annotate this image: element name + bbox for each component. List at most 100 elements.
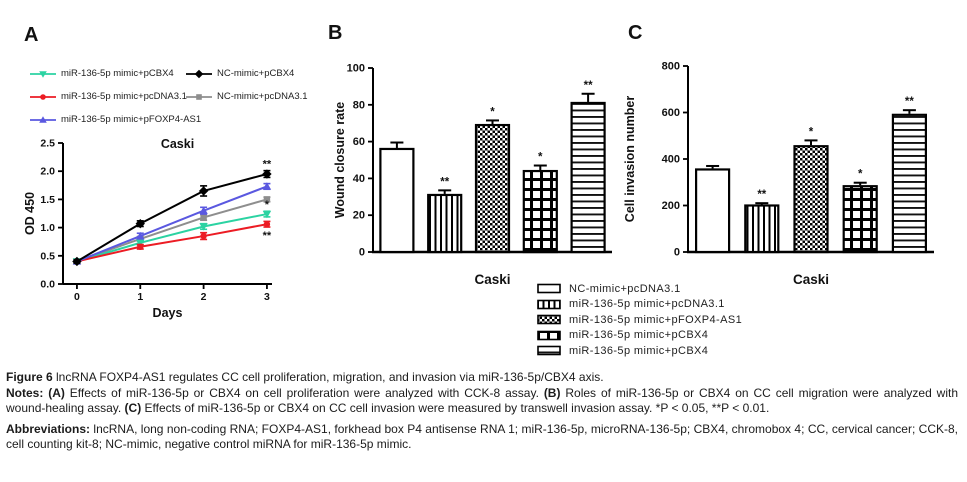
svg-text:400: 400	[662, 154, 680, 166]
bar-legend-swatch-icon	[537, 299, 561, 310]
panel-a-legend-col-1: miR-136-5p mimic+pCBX4 miR-136-5p mimic+p…	[30, 62, 201, 131]
svg-text:Wound closure rate: Wound closure rate	[333, 102, 347, 219]
figure-caption: Figure 6 lncRNA FOXP4-AS1 regulates CC c…	[6, 370, 958, 453]
caption-segment: Figure 6	[6, 370, 57, 384]
svg-text:80: 80	[353, 99, 365, 111]
line-legend-label: miR-136-5p mimic+pCBX4	[61, 68, 174, 79]
caption-segment: Abbreviations:	[6, 421, 94, 436]
caption-segment: Roles of miR-136-5p or CBX4 on CC cell m…	[6, 385, 959, 416]
caption-segment: Effects of miR-136-5p or CBX4 on cell pr…	[64, 385, 544, 400]
bar-2: *	[793, 126, 829, 254]
svg-text:Caski: Caski	[793, 272, 829, 287]
svg-text:*: *	[858, 169, 863, 181]
svg-text:**: **	[263, 159, 272, 171]
figure-title: Figure 6 lncRNA FOXP4-AS1 regulates CC c…	[6, 370, 958, 386]
svg-text:Days: Days	[153, 306, 183, 320]
svg-text:**: **	[263, 230, 272, 242]
svg-text:1.0: 1.0	[40, 222, 55, 234]
svg-text:0: 0	[674, 247, 680, 259]
series-3: **	[72, 159, 272, 267]
line-legend-item-1: miR-136-5p mimic+pcDNA3.1	[30, 85, 201, 108]
bar-legend-item-0: NC-mimic+pcDNA3.1	[537, 281, 742, 297]
line-legend-marker-icon	[30, 70, 56, 78]
svg-text:Caski: Caski	[474, 272, 510, 287]
bar-legend-swatch-icon	[537, 314, 561, 325]
figure-abbreviations: Abbreviations: lncRNA, long non-coding R…	[6, 422, 958, 453]
bar-legend-swatch-icon	[537, 330, 561, 341]
svg-text:Caski: Caski	[161, 137, 194, 151]
bar-legend-label: miR-136-5p mimic+pcDNA3.1	[569, 298, 725, 311]
bar-legend-item-4: miR-136-5p mimic+pCBX4	[537, 343, 742, 359]
caption-segment: lncRNA FOXP4-AS1 regulates CC cell proli…	[56, 370, 604, 384]
bar-legend-item-2: miR-136-5p mimic+pFOXP4-AS1	[537, 312, 742, 328]
caption-segment: (C)	[124, 401, 142, 415]
svg-text:60: 60	[353, 136, 365, 148]
caption-segment: lncRNA, long non-coding RNA; FOXP4-AS1, …	[6, 421, 958, 452]
svg-text:0.5: 0.5	[40, 250, 55, 262]
line-legend-label: NC-mimic+pCBX4	[217, 68, 295, 79]
svg-text:**: **	[905, 96, 914, 108]
bar-legend-label: miR-136-5p mimic+pCBX4	[569, 344, 709, 357]
svg-text:0: 0	[359, 247, 365, 259]
bar-legend-item-3: miR-136-5p mimic+pCBX4	[537, 328, 742, 344]
caption-segment: Notes:	[6, 385, 49, 400]
svg-text:3: 3	[264, 291, 270, 303]
svg-text:*: *	[809, 126, 814, 138]
panel-c-label: C	[628, 22, 643, 44]
svg-text:800: 800	[662, 61, 680, 73]
line-legend-marker-icon	[186, 93, 212, 100]
series-1: **	[73, 220, 272, 265]
bar-legend-swatch-icon	[537, 345, 561, 356]
bar-2: *	[474, 106, 511, 254]
svg-text:2.5: 2.5	[40, 138, 55, 150]
svg-text:2: 2	[201, 291, 207, 303]
bar-1: **	[744, 189, 780, 254]
svg-text:0: 0	[74, 291, 80, 303]
line-legend-item-3: NC-mimic+pCBX4	[186, 62, 308, 85]
svg-text:2.0: 2.0	[40, 166, 55, 178]
svg-text:40: 40	[353, 173, 365, 185]
bar-4: **	[891, 96, 927, 254]
line-legend-marker-icon	[186, 69, 212, 78]
svg-text:*: *	[490, 106, 495, 118]
bar-3: *	[522, 152, 558, 254]
bar-0	[694, 164, 731, 254]
panel-a-label: A	[24, 24, 39, 46]
line-legend-marker-icon	[30, 115, 56, 123]
bar-legend-swatch-icon	[537, 283, 561, 294]
axes: 0.0 0.5 1.0 1.5 2.0 2.5 0 1 2 3	[40, 138, 272, 303]
caption-segment: Effects of miR-136-5p or CBX4 on CC cell…	[141, 401, 770, 415]
line-legend-label: miR-136-5p mimic+pFOXP4-AS1	[61, 114, 202, 125]
bar-1: **	[427, 176, 463, 254]
figure-notes: Notes: (A) Effects of miR-136-5p or CBX4…	[6, 386, 958, 417]
svg-text:**: **	[440, 176, 449, 188]
bar-chart-legend: NC-mimic+pcDNA3.1 miR-136-5p mimic+pcDNA3…	[537, 281, 742, 359]
svg-text:600: 600	[662, 107, 680, 119]
line-legend-label: miR-136-5p mimic+pcDNA3.1	[61, 91, 187, 102]
svg-text:*: *	[538, 152, 543, 164]
line-legend-item-0: miR-136-5p mimic+pCBX4	[30, 62, 201, 85]
svg-text:0.0: 0.0	[40, 279, 55, 291]
panel-a-legend-col-2: NC-mimic+pCBX4 NC-mimic+pcDNA3.1	[186, 62, 308, 108]
svg-text:Cell invasion number: Cell invasion number	[623, 96, 637, 223]
bar-3: *	[842, 169, 878, 254]
caption-segment: (B)	[543, 385, 561, 400]
bar-legend-label: miR-136-5p mimic+pFOXP4-AS1	[569, 313, 743, 326]
line-legend-label: NC-mimic+pcDNA3.1	[217, 91, 308, 102]
svg-text:**: **	[584, 80, 593, 92]
bar-legend-label: miR-136-5p mimic+pCBX4	[569, 329, 709, 342]
line-legend-marker-icon	[30, 93, 56, 100]
svg-text:**: **	[757, 189, 766, 201]
svg-text:*: *	[265, 199, 270, 211]
bar-legend-label: NC-mimic+pcDNA3.1	[569, 282, 681, 295]
svg-text:200: 200	[662, 200, 680, 212]
bar-legend-item-1: miR-136-5p mimic+pcDNA3.1	[537, 297, 742, 313]
svg-text:100: 100	[347, 63, 365, 75]
bar-4: **	[570, 80, 606, 254]
panel-b-label: B	[328, 22, 343, 44]
bar-0	[379, 141, 415, 254]
